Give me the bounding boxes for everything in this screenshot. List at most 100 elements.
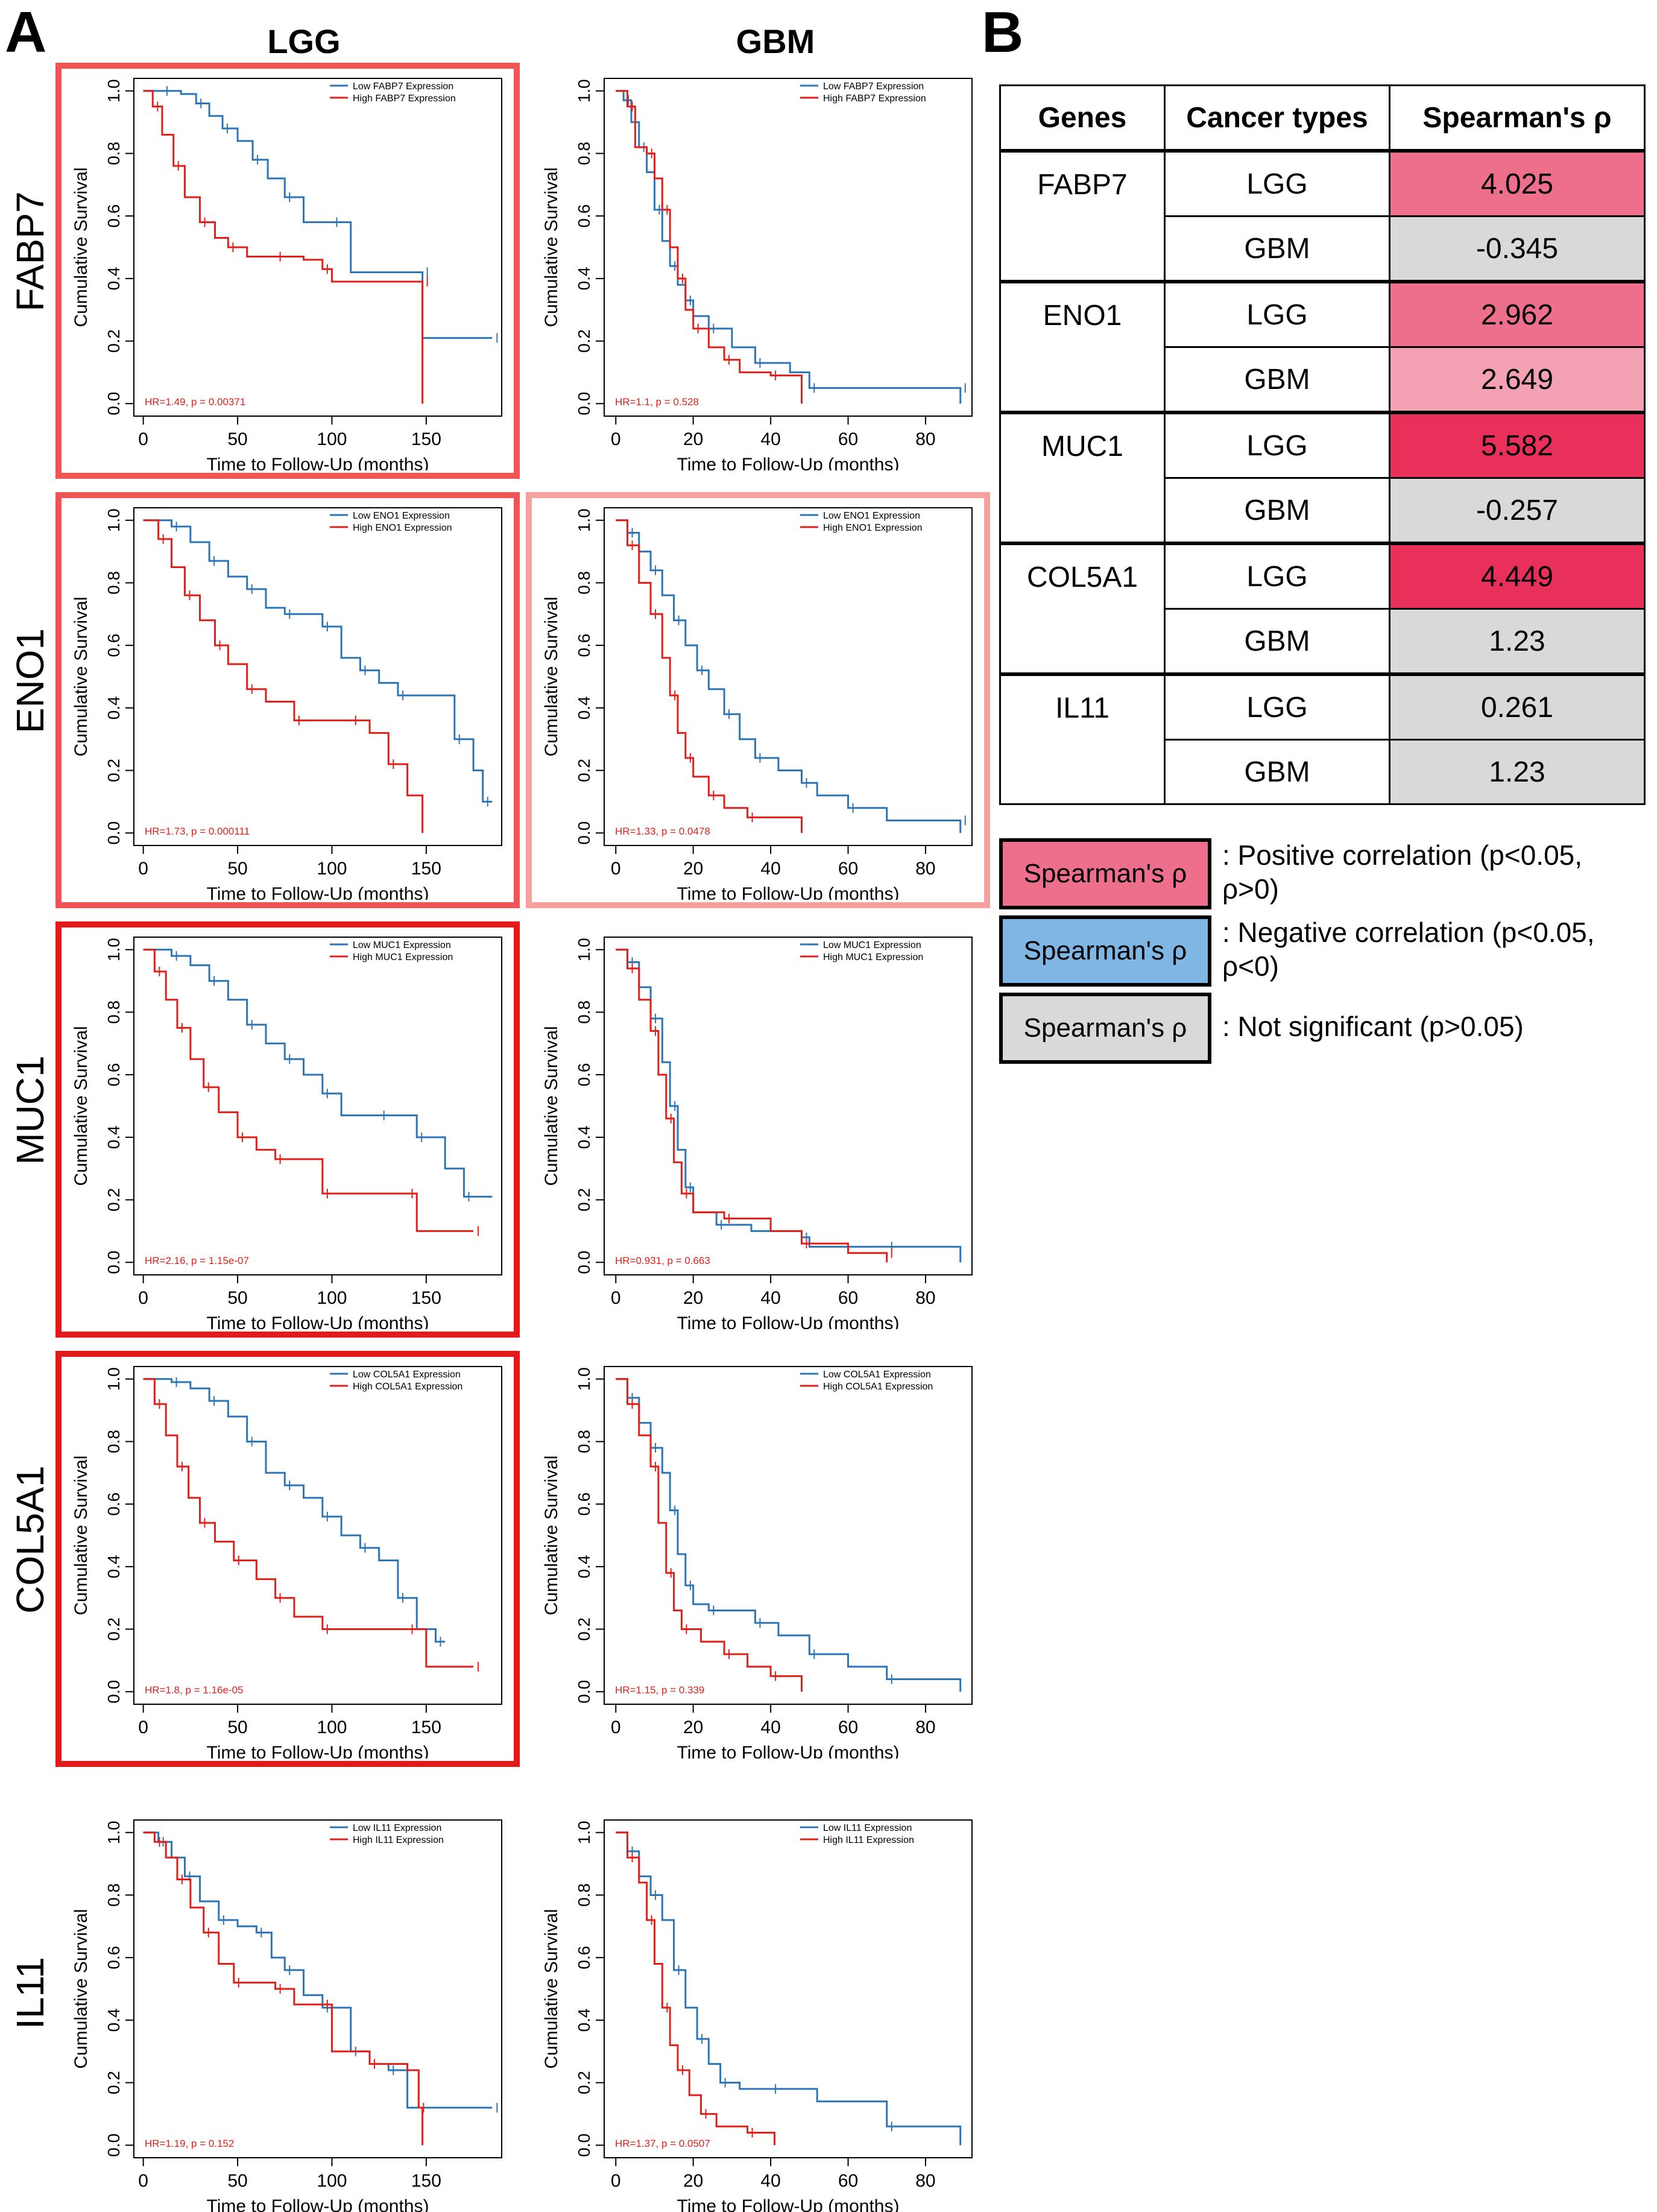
y-tick-label: 0.4: [575, 2008, 593, 2032]
x-tick-label: 50: [227, 859, 247, 879]
y-tick-label: 0.4: [104, 267, 123, 290]
y-tick-label: 0.2: [104, 1188, 123, 1212]
x-axis-label: Time to Follow-Up (months): [677, 455, 900, 470]
x-tick-label: 60: [838, 429, 858, 449]
y-tick-label: 0.0: [575, 1680, 593, 1704]
hr-annotation: HR=1.49, p = 0.00371: [145, 396, 245, 408]
spearman-value-cell: -0.345: [1389, 215, 1646, 283]
series-line-low: [616, 949, 962, 1263]
hr-annotation: HR=0.931, p = 0.663: [615, 1255, 710, 1266]
km-chart-eno1-gbm: 0 20 40 60 80 0.0 0.2 0.4 0.6 0.8 1.0 Time to Follo…: [520, 484, 990, 900]
table-row: GBM -0.345: [1000, 215, 1646, 283]
y-tick-label: 0.0: [575, 821, 593, 845]
y-tick-label: 0.6: [104, 634, 123, 657]
series-line-high: [143, 90, 424, 404]
y-tick-label: 1.0: [104, 1367, 123, 1391]
table-row: GBM -0.257: [1000, 477, 1646, 545]
x-tick-label: 40: [760, 1717, 780, 1737]
x-tick-label: 20: [683, 429, 703, 449]
km-svg: 0 20 40 60 80 0.0 0.2 0.4 0.6 0.8 1.0 Time to Follo…: [541, 1366, 973, 1759]
gene-cell: IL11: [999, 672, 1166, 805]
x-tick-label: 150: [411, 429, 441, 449]
panel-a-label: A: [5, 0, 47, 65]
legend-entry: Low MUC1 Expression: [823, 940, 921, 950]
table-row: FABP7 LGG 4.025: [999, 149, 1646, 283]
series-line-high: [143, 1378, 474, 1668]
row-label-il11: IL11: [8, 1957, 52, 2029]
row-label-fabp7: FABP7: [8, 191, 52, 312]
legend-description: : Negative correlation (p<0.05, ρ<0): [1222, 915, 1595, 983]
plot-frame: [133, 937, 502, 1275]
y-tick-label: 1.0: [575, 1367, 593, 1391]
header-genes: Genes: [999, 84, 1166, 152]
significance-highlight-box: [55, 63, 520, 479]
series-line-low: [616, 1378, 962, 1692]
km-chart-col5a1-lgg: 0 50 100 150 0.0 0.2 0.4 0.6 0.8 1.0 Time to Follo…: [49, 1342, 520, 1759]
legend-entry: High FABP7 Expression: [823, 93, 926, 104]
hr-annotation: HR=2.16, p = 1.15e-07: [145, 1255, 249, 1266]
hr-annotation: HR=1.33, p = 0.0478: [615, 826, 710, 837]
x-tick-label: 100: [317, 1288, 347, 1308]
header-spearman: Spearman's ρ: [1389, 84, 1646, 152]
cancer-type-cell: GBM: [1164, 608, 1390, 675]
y-tick-label: 0.8: [575, 142, 593, 165]
km-svg: 0 20 40 60 80 0.0 0.2 0.4 0.6 0.8 1.0 Time to Follo…: [541, 1819, 973, 2212]
x-tick-label: 80: [915, 1717, 935, 1737]
x-tick-label: 20: [683, 859, 703, 879]
y-tick-label: 1.0: [575, 1821, 593, 1844]
legend-swatch-pos_mid: Spearman's ρ: [999, 838, 1211, 909]
x-tick-label: 0: [611, 429, 621, 449]
y-tick-label: 0.2: [575, 1188, 593, 1212]
plot-frame: [133, 78, 502, 417]
gene-cell: MUC1: [999, 411, 1166, 545]
y-tick-label: 0.6: [104, 1493, 123, 1516]
series-line-low: [143, 1831, 493, 2109]
x-tick-label: 0: [138, 2171, 148, 2191]
x-axis-label: Time to Follow-Up (months): [677, 1743, 900, 1759]
y-tick-label: 0.2: [104, 1617, 123, 1641]
y-tick-label: 1.0: [575, 938, 593, 961]
x-axis-label: Time to Follow-Up (months): [207, 1743, 429, 1759]
y-axis-label: Cumulative Survival: [71, 596, 91, 756]
x-tick-label: 0: [138, 1288, 148, 1308]
km-chart-muc1-lgg: 0 50 100 150 0.0 0.2 0.4 0.6 0.8 1.0 Time to Follo…: [49, 913, 520, 1329]
y-tick-label: 0.4: [575, 696, 593, 719]
x-tick-label: 100: [317, 2171, 347, 2191]
spearman-value-cell: -0.257: [1389, 477, 1646, 545]
y-axis-label: Cumulative Survival: [541, 1909, 561, 2068]
table-row: COL5A1 LGG 4.449: [999, 542, 1646, 675]
y-tick-label: 0.0: [104, 392, 123, 416]
y-tick-label: 0.4: [104, 1125, 123, 1149]
y-axis-label: Cumulative Survival: [71, 1455, 91, 1615]
hr-annotation: HR=1.8, p = 1.16e-05: [145, 1684, 244, 1696]
hr-annotation: HR=1.19, p = 0.152: [145, 2138, 234, 2149]
x-tick-label: 0: [611, 1288, 621, 1308]
spearman-value-cell: 1.23: [1389, 739, 1646, 805]
y-tick-label: 0.0: [575, 2134, 593, 2157]
y-tick-label: 1.0: [575, 79, 593, 103]
x-tick-label: 20: [683, 1288, 703, 1308]
y-tick-label: 0.0: [104, 1251, 123, 1274]
hr-annotation: HR=1.37, p = 0.0507: [615, 2138, 710, 2149]
table-row: GBM 1.23: [1000, 739, 1646, 805]
legend-entry: High ENO1 Expression: [823, 523, 923, 533]
legend-entry: High FABP7 Expression: [353, 93, 456, 104]
y-tick-label: 0.8: [104, 1000, 123, 1024]
significance-highlight-box: [55, 1351, 520, 1767]
table-row: GBM 1.23: [1000, 608, 1646, 675]
hr-annotation: HR=1.73, p = 0.000111: [145, 826, 250, 837]
legend-entry: Low ENO1 Expression: [823, 511, 920, 521]
km-chart-il11-gbm: 0 20 40 60 80 0.0 0.2 0.4 0.6 0.8 1.0 Time to Follo…: [520, 1796, 990, 2212]
legend-swatch-neg: Spearman's ρ: [999, 915, 1211, 987]
y-tick-label: 0.0: [104, 2134, 123, 2157]
table-body: FABP7 LGG 4.025 GBM -0.345 ENO1 LGG 2.962 GBM 2.6…: [999, 149, 1646, 805]
x-tick-label: 0: [611, 1717, 621, 1737]
y-tick-label: 0.6: [104, 1063, 123, 1087]
legend-description-line1: : Not significant (p>0.05): [1222, 1011, 1524, 1042]
series-line-high: [143, 949, 474, 1232]
y-tick-label: 1.0: [104, 508, 123, 532]
legend-entry: High IL11 Expression: [823, 1835, 914, 1845]
y-tick-label: 0.8: [104, 1883, 123, 1907]
series-line-high: [616, 949, 888, 1263]
significance-highlight-box: [55, 492, 520, 908]
